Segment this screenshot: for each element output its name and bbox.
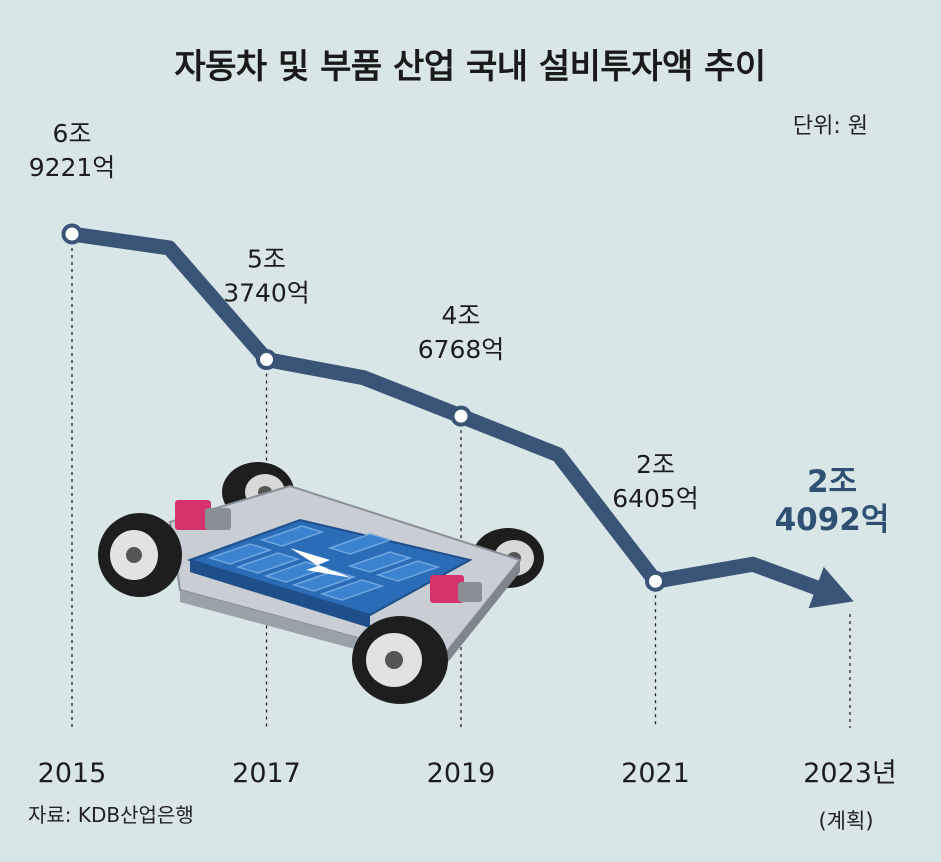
ev-chassis-illustration — [98, 462, 544, 704]
data-label-2017: 5조 3740억 — [223, 245, 310, 308]
series-line-group — [61, 223, 854, 609]
data-label-line2: 4092억 — [775, 502, 890, 538]
data-label-line1: 4조 — [442, 301, 481, 330]
data-point-2019 — [450, 405, 472, 427]
data-point-2021 — [645, 570, 666, 592]
data-point-2017 — [256, 349, 277, 371]
data-label-2015: 6조 9221억 — [29, 119, 116, 182]
lightning-icon — [290, 548, 352, 578]
x-tick-label: 2019 — [427, 758, 496, 789]
x-tick-label: 2017 — [232, 758, 301, 789]
battery-pack — [186, 518, 473, 628]
x-tick-label: 2021 — [621, 758, 690, 789]
data-label-2019: 4조 6768억 — [418, 301, 505, 364]
data-label-line1: 6조 — [53, 119, 92, 148]
data-label-line2: 3740억 — [223, 279, 310, 308]
data-label-line2: 9221억 — [29, 153, 116, 182]
data-label-line2: 6768억 — [418, 335, 505, 364]
data-label-line1: 2조 — [807, 464, 857, 500]
data-label-2021: 2조 6405억 — [612, 450, 699, 513]
wheel-front-left — [98, 513, 182, 597]
x-tick-label: 2023년 — [803, 758, 897, 789]
x-axis-ticks: 2015 2017 2019 2021 2023년 — [38, 758, 897, 789]
source-label: 자료: KDB산업은행 — [28, 803, 194, 827]
series-arrow-head — [808, 566, 854, 609]
x-tick-label: 2015 — [38, 758, 107, 789]
motor-rear — [430, 575, 482, 603]
data-label-line2: 6405억 — [612, 484, 699, 513]
data-point-2015 — [61, 223, 83, 245]
plan-note: (계획) — [818, 809, 873, 833]
data-label-line1: 5조 — [247, 245, 286, 274]
motor-front — [175, 500, 231, 530]
unit-label: 단위: 원 — [793, 114, 868, 139]
wheel-front-right — [352, 616, 448, 704]
data-label-line1: 2조 — [636, 450, 675, 479]
chart-title: 자동차 및 부품 산업 국내 설비투자액 추이 — [174, 47, 765, 87]
